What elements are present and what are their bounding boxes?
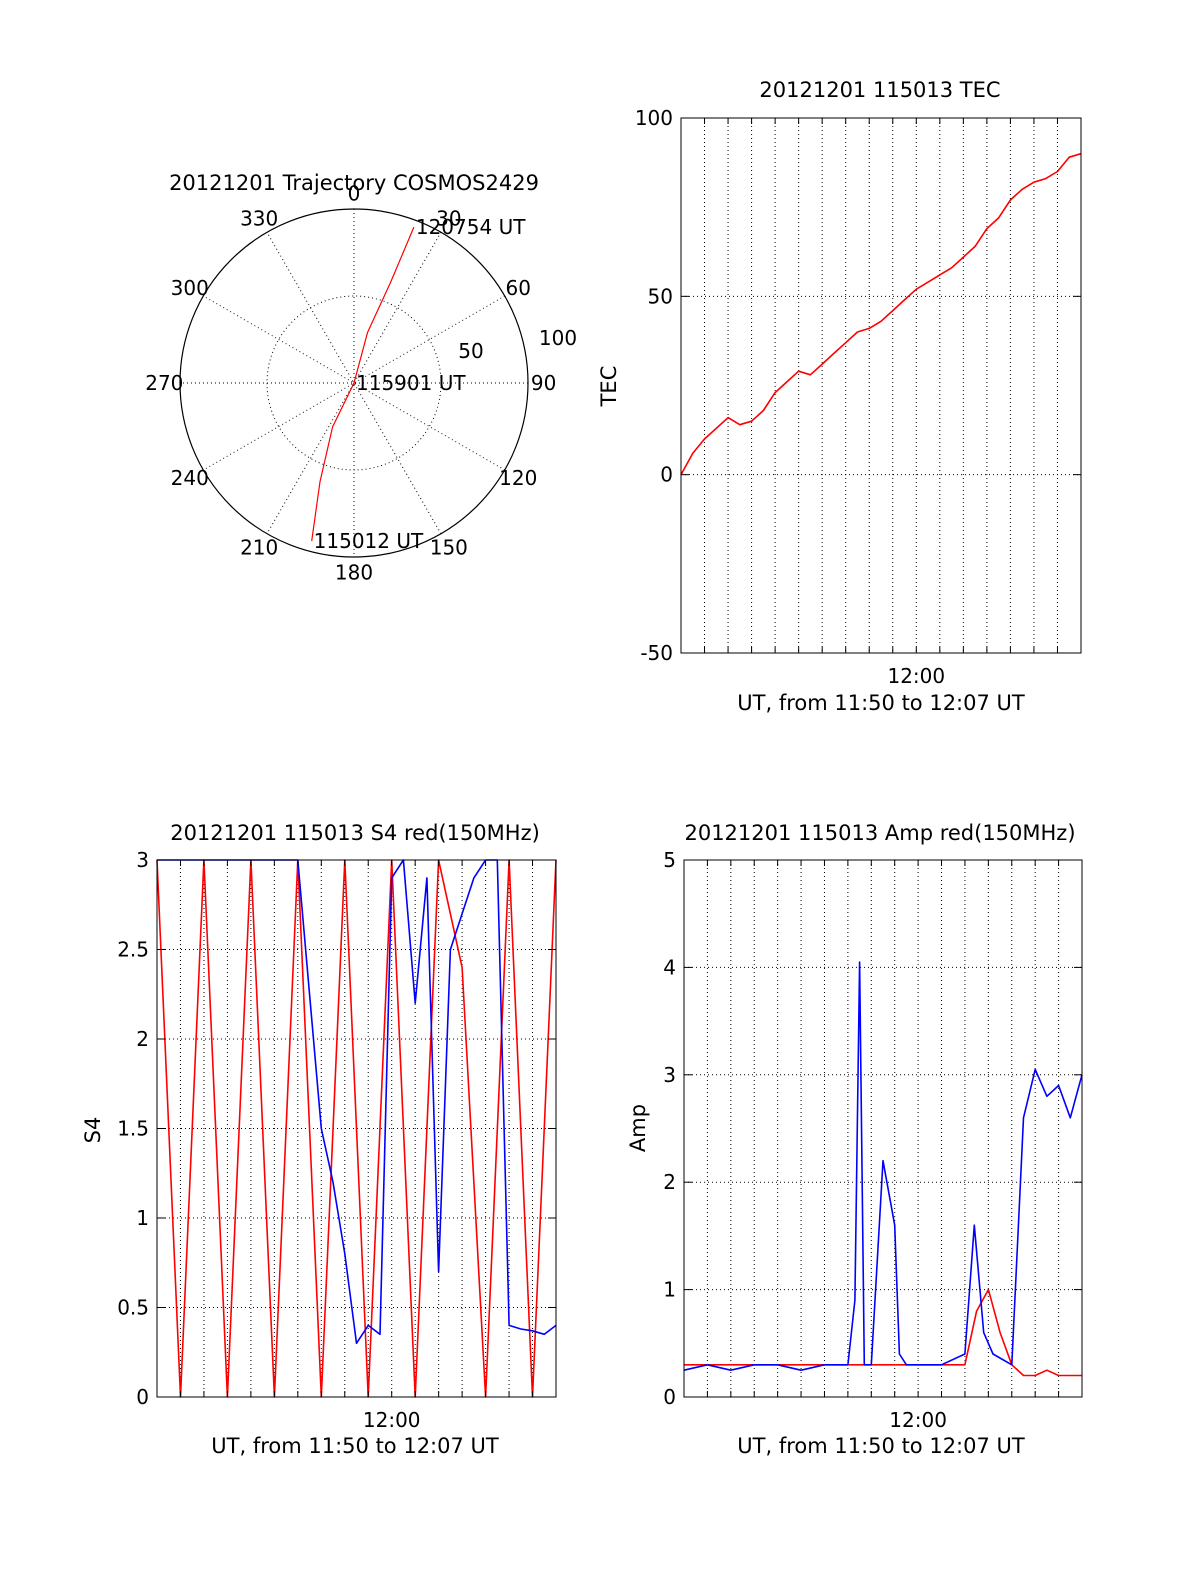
polar-azimuth-label: 240 bbox=[171, 466, 209, 490]
polar-panel: 20121201 Trajectory COSMOS2429 030609012… bbox=[145, 171, 577, 585]
y-tick-label: 1 bbox=[136, 1206, 149, 1230]
polar-azimuth-label: 150 bbox=[430, 535, 468, 559]
y-tick-label: 4 bbox=[663, 955, 676, 979]
x-tick-label: 12:00 bbox=[889, 1408, 947, 1432]
polar-grid bbox=[179, 208, 529, 558]
y-tick-label: 3 bbox=[663, 1063, 676, 1087]
amp-panel: 20121201 115013 Amp red(150MHz) 0 1 2 3 4 5 12… bbox=[626, 821, 1083, 1458]
series-line-0 bbox=[156, 859, 557, 1398]
polar-trajectory bbox=[311, 226, 415, 542]
tec-x-axis-label: UT, from 11:50 to 12:07 UT bbox=[737, 691, 1025, 715]
amp-y-axis-label: Amp bbox=[626, 1104, 650, 1152]
polar-trajectory-line bbox=[311, 226, 415, 542]
series-line-1 bbox=[157, 859, 557, 1345]
y-tick-label: -50 bbox=[640, 641, 673, 665]
s4-y-axis-label: S4 bbox=[81, 1117, 105, 1144]
polar-tick-labels: 0 30 60 90 120 150 180 210 240 270 300 330 50 100 bbox=[145, 181, 577, 584]
polar-azimuth-label: 330 bbox=[240, 207, 278, 231]
polar-azimuth-label: 300 bbox=[171, 276, 209, 300]
polar-time-annotation: 120754 UT bbox=[416, 215, 526, 239]
y-tick-label: 1 bbox=[663, 1278, 676, 1302]
polar-azimuth-label: 180 bbox=[335, 561, 373, 585]
tec-panel: 20121201 115013 TEC -50 0 50 100 12:00 UT, f… bbox=[597, 78, 1082, 715]
y-tick-label: 100 bbox=[635, 106, 673, 130]
y-tick-label: 0 bbox=[136, 1385, 149, 1409]
s4-series bbox=[156, 859, 557, 1398]
y-tick-label: 5 bbox=[663, 848, 676, 872]
amp-series bbox=[683, 961, 1083, 1377]
polar-time-annotation: 115901 UT bbox=[356, 371, 466, 395]
polar-radial-label: 50 bbox=[458, 339, 483, 363]
tec-grid bbox=[681, 118, 1081, 653]
polar-radial-label: 100 bbox=[539, 326, 577, 350]
tec-tick-labels: -50 0 50 100 12:00 bbox=[635, 106, 1081, 688]
y-tick-label: 2 bbox=[663, 1170, 676, 1194]
tec-title: 20121201 115013 TEC bbox=[759, 78, 1000, 102]
tec-plot-frame bbox=[680, 117, 1082, 654]
series-line-0 bbox=[684, 1288, 1082, 1377]
polar-azimuth-label: 0 bbox=[348, 181, 361, 205]
series-line-0 bbox=[680, 152, 1082, 476]
y-tick-label: 2 bbox=[136, 1027, 149, 1051]
s4-tick-labels: 0 0.5 1 1.5 2 2.5 3 12:00 bbox=[117, 848, 556, 1432]
x-tick-label: 12:00 bbox=[887, 664, 945, 688]
polar-azimuth-label: 210 bbox=[240, 535, 278, 559]
amp-plot-frame bbox=[683, 859, 1083, 1398]
s4-title: 20121201 115013 S4 red(150MHz) bbox=[170, 821, 540, 845]
polar-title: 20121201 Trajectory COSMOS2429 bbox=[169, 171, 539, 195]
s4-x-axis-label: UT, from 11:50 to 12:07 UT bbox=[211, 1434, 499, 1458]
polar-azimuth-label: 120 bbox=[499, 466, 537, 490]
y-tick-label: 50 bbox=[648, 284, 673, 308]
amp-title: 20121201 115013 Amp red(150MHz) bbox=[684, 821, 1075, 845]
polar-azimuth-label: 90 bbox=[531, 371, 556, 395]
polar-azimuth-label: 30 bbox=[436, 207, 461, 231]
tec-series bbox=[680, 152, 1082, 476]
polar-annotations: 120754 UT 115901 UT 115012 UT bbox=[314, 215, 527, 553]
y-tick-label: 2.5 bbox=[117, 938, 149, 962]
polar-time-annotation: 115012 UT bbox=[314, 529, 424, 553]
amp-tick-labels: 0 1 2 3 4 5 12:00 bbox=[663, 848, 1082, 1432]
y-tick-label: 0 bbox=[663, 1385, 676, 1409]
x-tick-label: 12:00 bbox=[363, 1408, 421, 1432]
amp-x-axis-label: UT, from 11:50 to 12:07 UT bbox=[737, 1434, 1025, 1458]
polar-azimuth-label: 270 bbox=[145, 371, 183, 395]
s4-panel: 20121201 115013 S4 red(150MHz) 0 0.5 1 1.5 2… bbox=[81, 821, 557, 1458]
amp-grid bbox=[684, 860, 1082, 1397]
series-line-1 bbox=[683, 961, 1083, 1371]
y-tick-label: 3 bbox=[136, 848, 149, 872]
polar-azimuth-label: 60 bbox=[506, 276, 531, 300]
tec-y-axis-label: TEC bbox=[597, 366, 621, 408]
y-tick-label: 1.5 bbox=[117, 1117, 149, 1141]
y-tick-label: 0.5 bbox=[117, 1296, 149, 1320]
y-tick-label: 0 bbox=[660, 463, 673, 487]
